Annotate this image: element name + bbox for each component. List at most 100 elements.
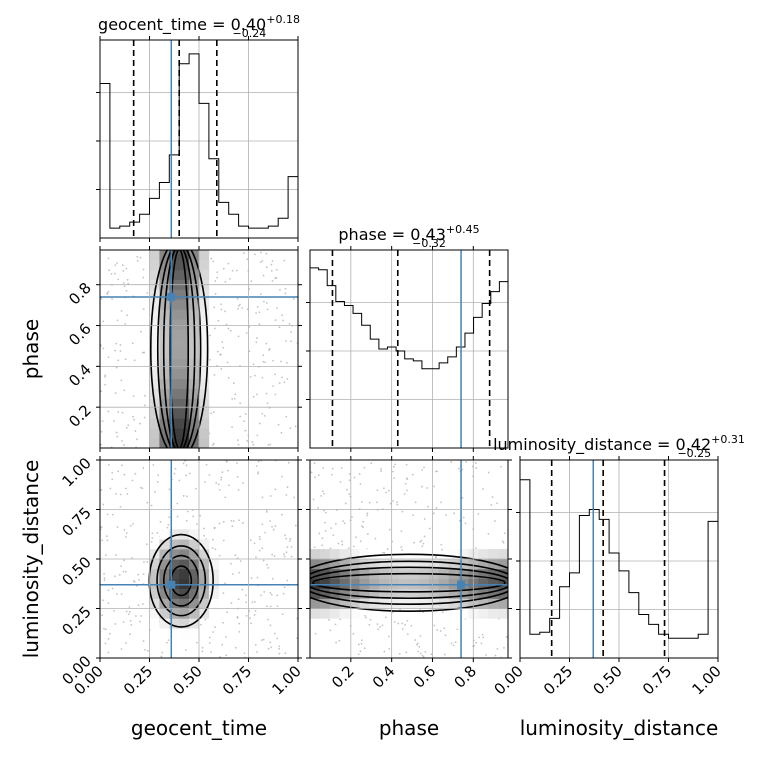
density-cell [169, 418, 180, 429]
sample-point [213, 374, 216, 376]
sample-point [343, 522, 346, 525]
grid-0-1 [99, 250, 299, 448]
density-cell [179, 378, 190, 389]
axes-frame [99, 459, 299, 659]
y-axis-label-phase: phase [19, 319, 43, 379]
density-cell [189, 549, 200, 560]
sample-point [288, 323, 291, 325]
density-cell [179, 398, 190, 409]
sample-point [362, 520, 365, 523]
x-tick-label: 0.75 [219, 662, 255, 698]
sample-point [337, 542, 340, 545]
sample-point [259, 293, 262, 296]
sample-point [433, 624, 436, 627]
density-cell [199, 418, 210, 429]
density-cell [199, 349, 210, 360]
sample-point [475, 467, 478, 469]
sample-point [496, 502, 499, 505]
density-cell [319, 559, 331, 570]
sample-point [237, 335, 240, 338]
sample-point [416, 643, 418, 646]
sample-point [259, 538, 261, 540]
sample-point [405, 651, 408, 654]
sample-point [101, 420, 104, 423]
density-cell [199, 368, 210, 379]
density-cell [498, 578, 508, 589]
density-cell [189, 289, 200, 300]
sample-point [444, 634, 447, 637]
sample-point [123, 473, 126, 476]
density-cell [409, 578, 420, 589]
sample-point [279, 288, 281, 291]
sample-point [414, 639, 417, 641]
sample-point [265, 342, 268, 345]
density-cell [448, 549, 459, 560]
sample-point [116, 319, 119, 322]
density-cell [458, 568, 469, 580]
sample-point [389, 502, 392, 505]
sample-point [266, 308, 269, 311]
sample-point [439, 630, 442, 632]
title-geocent_time: geocent_time = 0.40+0.18 −0.24 [98, 13, 300, 40]
sample-point [144, 648, 146, 651]
density-cell [208, 598, 220, 609]
sample-point [236, 439, 239, 442]
density-cell [409, 559, 420, 570]
sample-point [283, 553, 285, 555]
sample-point [244, 413, 247, 415]
sample-point [106, 539, 109, 542]
contour-2 [156, 545, 207, 617]
sample-point [185, 474, 187, 477]
density-cell [179, 289, 190, 300]
sample-point [423, 535, 426, 538]
sample-point [245, 332, 248, 334]
density-cell [199, 378, 210, 389]
sample-point [184, 649, 187, 651]
sample-point [173, 472, 176, 475]
density-cell [339, 598, 350, 609]
sample-point [213, 306, 216, 309]
sample-point [203, 534, 206, 537]
sample-point [111, 513, 114, 516]
sample-point [482, 636, 485, 639]
sample-point [116, 593, 118, 595]
sample-point [274, 525, 277, 528]
sample-point [376, 623, 379, 625]
title-luminosity_distance: luminosity_distance = 0.42+0.31 −0.25 [493, 433, 745, 460]
sample-point [259, 261, 262, 264]
sample-point [278, 645, 281, 648]
sample-point [143, 561, 145, 563]
sample-point [382, 551, 384, 554]
sample-point [379, 626, 382, 628]
density-cell [448, 598, 459, 609]
sample-point [126, 278, 129, 281]
density-cell [149, 250, 160, 261]
sample-point [129, 620, 132, 622]
sample-point [427, 505, 429, 508]
contour-0 [169, 250, 190, 448]
sample-point [125, 532, 128, 534]
sample-point [241, 522, 244, 524]
sample-point [122, 621, 125, 623]
density-cell [159, 598, 170, 609]
sample-point [505, 636, 508, 638]
sample-point [108, 633, 111, 635]
density-cell [199, 438, 210, 448]
sample-point [422, 542, 425, 545]
sample-point [236, 462, 238, 464]
sample-point [413, 541, 415, 544]
density-cell [339, 568, 350, 580]
density-cell [149, 428, 160, 439]
density-cell [339, 588, 350, 599]
sample-point [114, 575, 116, 578]
sample-point [134, 430, 137, 432]
sample-point [458, 519, 461, 522]
sample-point [284, 287, 287, 290]
sample-point [139, 486, 142, 489]
sample-point [276, 307, 278, 310]
sample-point [317, 474, 320, 477]
sample-point [114, 392, 117, 395]
sample-point [258, 311, 261, 314]
density-cell [199, 269, 210, 280]
sample-point [174, 467, 177, 470]
